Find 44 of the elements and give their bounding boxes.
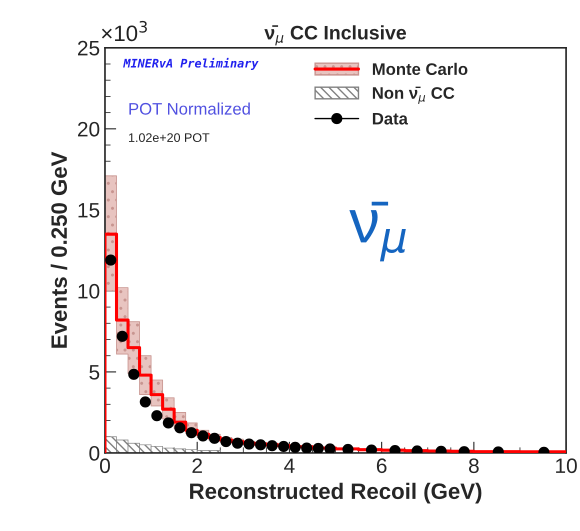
y-tick-label: 0 — [89, 446, 100, 461]
point — [342, 444, 354, 453]
point — [128, 368, 140, 380]
legend-label: Data — [372, 112, 408, 125]
point — [197, 430, 209, 442]
point — [116, 330, 128, 342]
point — [324, 443, 336, 453]
annotation: ν̄$_{μ}$ — [349, 202, 406, 262]
point — [266, 440, 278, 452]
point — [278, 440, 290, 452]
point — [232, 438, 244, 449]
point — [244, 438, 255, 450]
annotation: POT Normalized — [129, 102, 250, 115]
chart-title: ν̄$_{μ}$ CC Inclusive — [264, 25, 406, 46]
x-tick-label: 4 — [284, 458, 295, 473]
point — [301, 442, 312, 453]
y-tick-label: 25 — [78, 40, 100, 56]
text: ×10$^{3}$ — [102, 20, 147, 42]
x-tick-label: 6 — [376, 458, 387, 474]
point — [255, 439, 266, 450]
x-tick-label: 10 — [556, 458, 577, 474]
point — [312, 442, 324, 453]
y-tick-label: 5 — [89, 365, 100, 380]
point — [220, 436, 232, 448]
point — [162, 417, 174, 429]
x-tick-label: 2 — [192, 458, 202, 473]
point — [208, 432, 220, 444]
annotation: MINERvA Preliminary — [123, 58, 259, 70]
legend-label: Non ν̄$_{μ}$ CC — [372, 86, 454, 104]
annotation: 1.02e+20 POT — [128, 133, 210, 142]
y-axis-title: Events / 0.250 GeV — [50, 152, 68, 348]
x-tick-label: 8 — [468, 458, 479, 474]
point — [174, 422, 186, 434]
point — [140, 396, 151, 408]
point — [290, 442, 301, 453]
point — [151, 410, 162, 422]
x-axis-title: Reconstructed Recoil (GeV) — [190, 482, 482, 504]
x-tick-label: 0 — [100, 458, 110, 474]
y-tick-label: 15 — [78, 203, 100, 218]
point — [105, 254, 116, 266]
point — [186, 427, 197, 438]
y-tick-label: 10 — [78, 284, 100, 299]
y-tick-label: 20 — [78, 122, 100, 137]
legend-label: Monte Carlo — [372, 62, 468, 76]
